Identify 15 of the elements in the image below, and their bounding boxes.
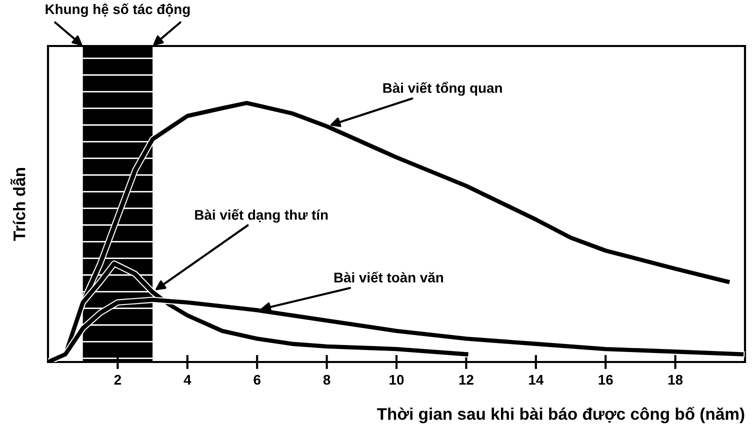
y-axis-title: Trích dẫn <box>10 168 26 241</box>
x-tick-label: 4 <box>184 375 192 385</box>
x-tick-label: 14 <box>529 375 544 385</box>
text: Bài viết toàn văn <box>334 272 443 282</box>
x-tick-label: 8 <box>323 374 330 385</box>
x-tick-label: 12 <box>459 374 474 385</box>
text: Bài viết tổng quan <box>383 82 502 96</box>
x-axis-title: Thời gian sau khi bài báo được công bố (năm) <box>377 406 744 424</box>
x-tick-label: 6 <box>254 374 260 385</box>
text: Bài viết dạng thư tín <box>195 209 328 223</box>
x-tick-label: 10 <box>390 374 404 385</box>
x-tick-label: 16 <box>598 374 613 385</box>
band-label: Khung hệ số tác động <box>46 3 190 17</box>
x-tick-label: 18 <box>668 374 683 385</box>
x-tick-label: 2 <box>114 374 122 385</box>
